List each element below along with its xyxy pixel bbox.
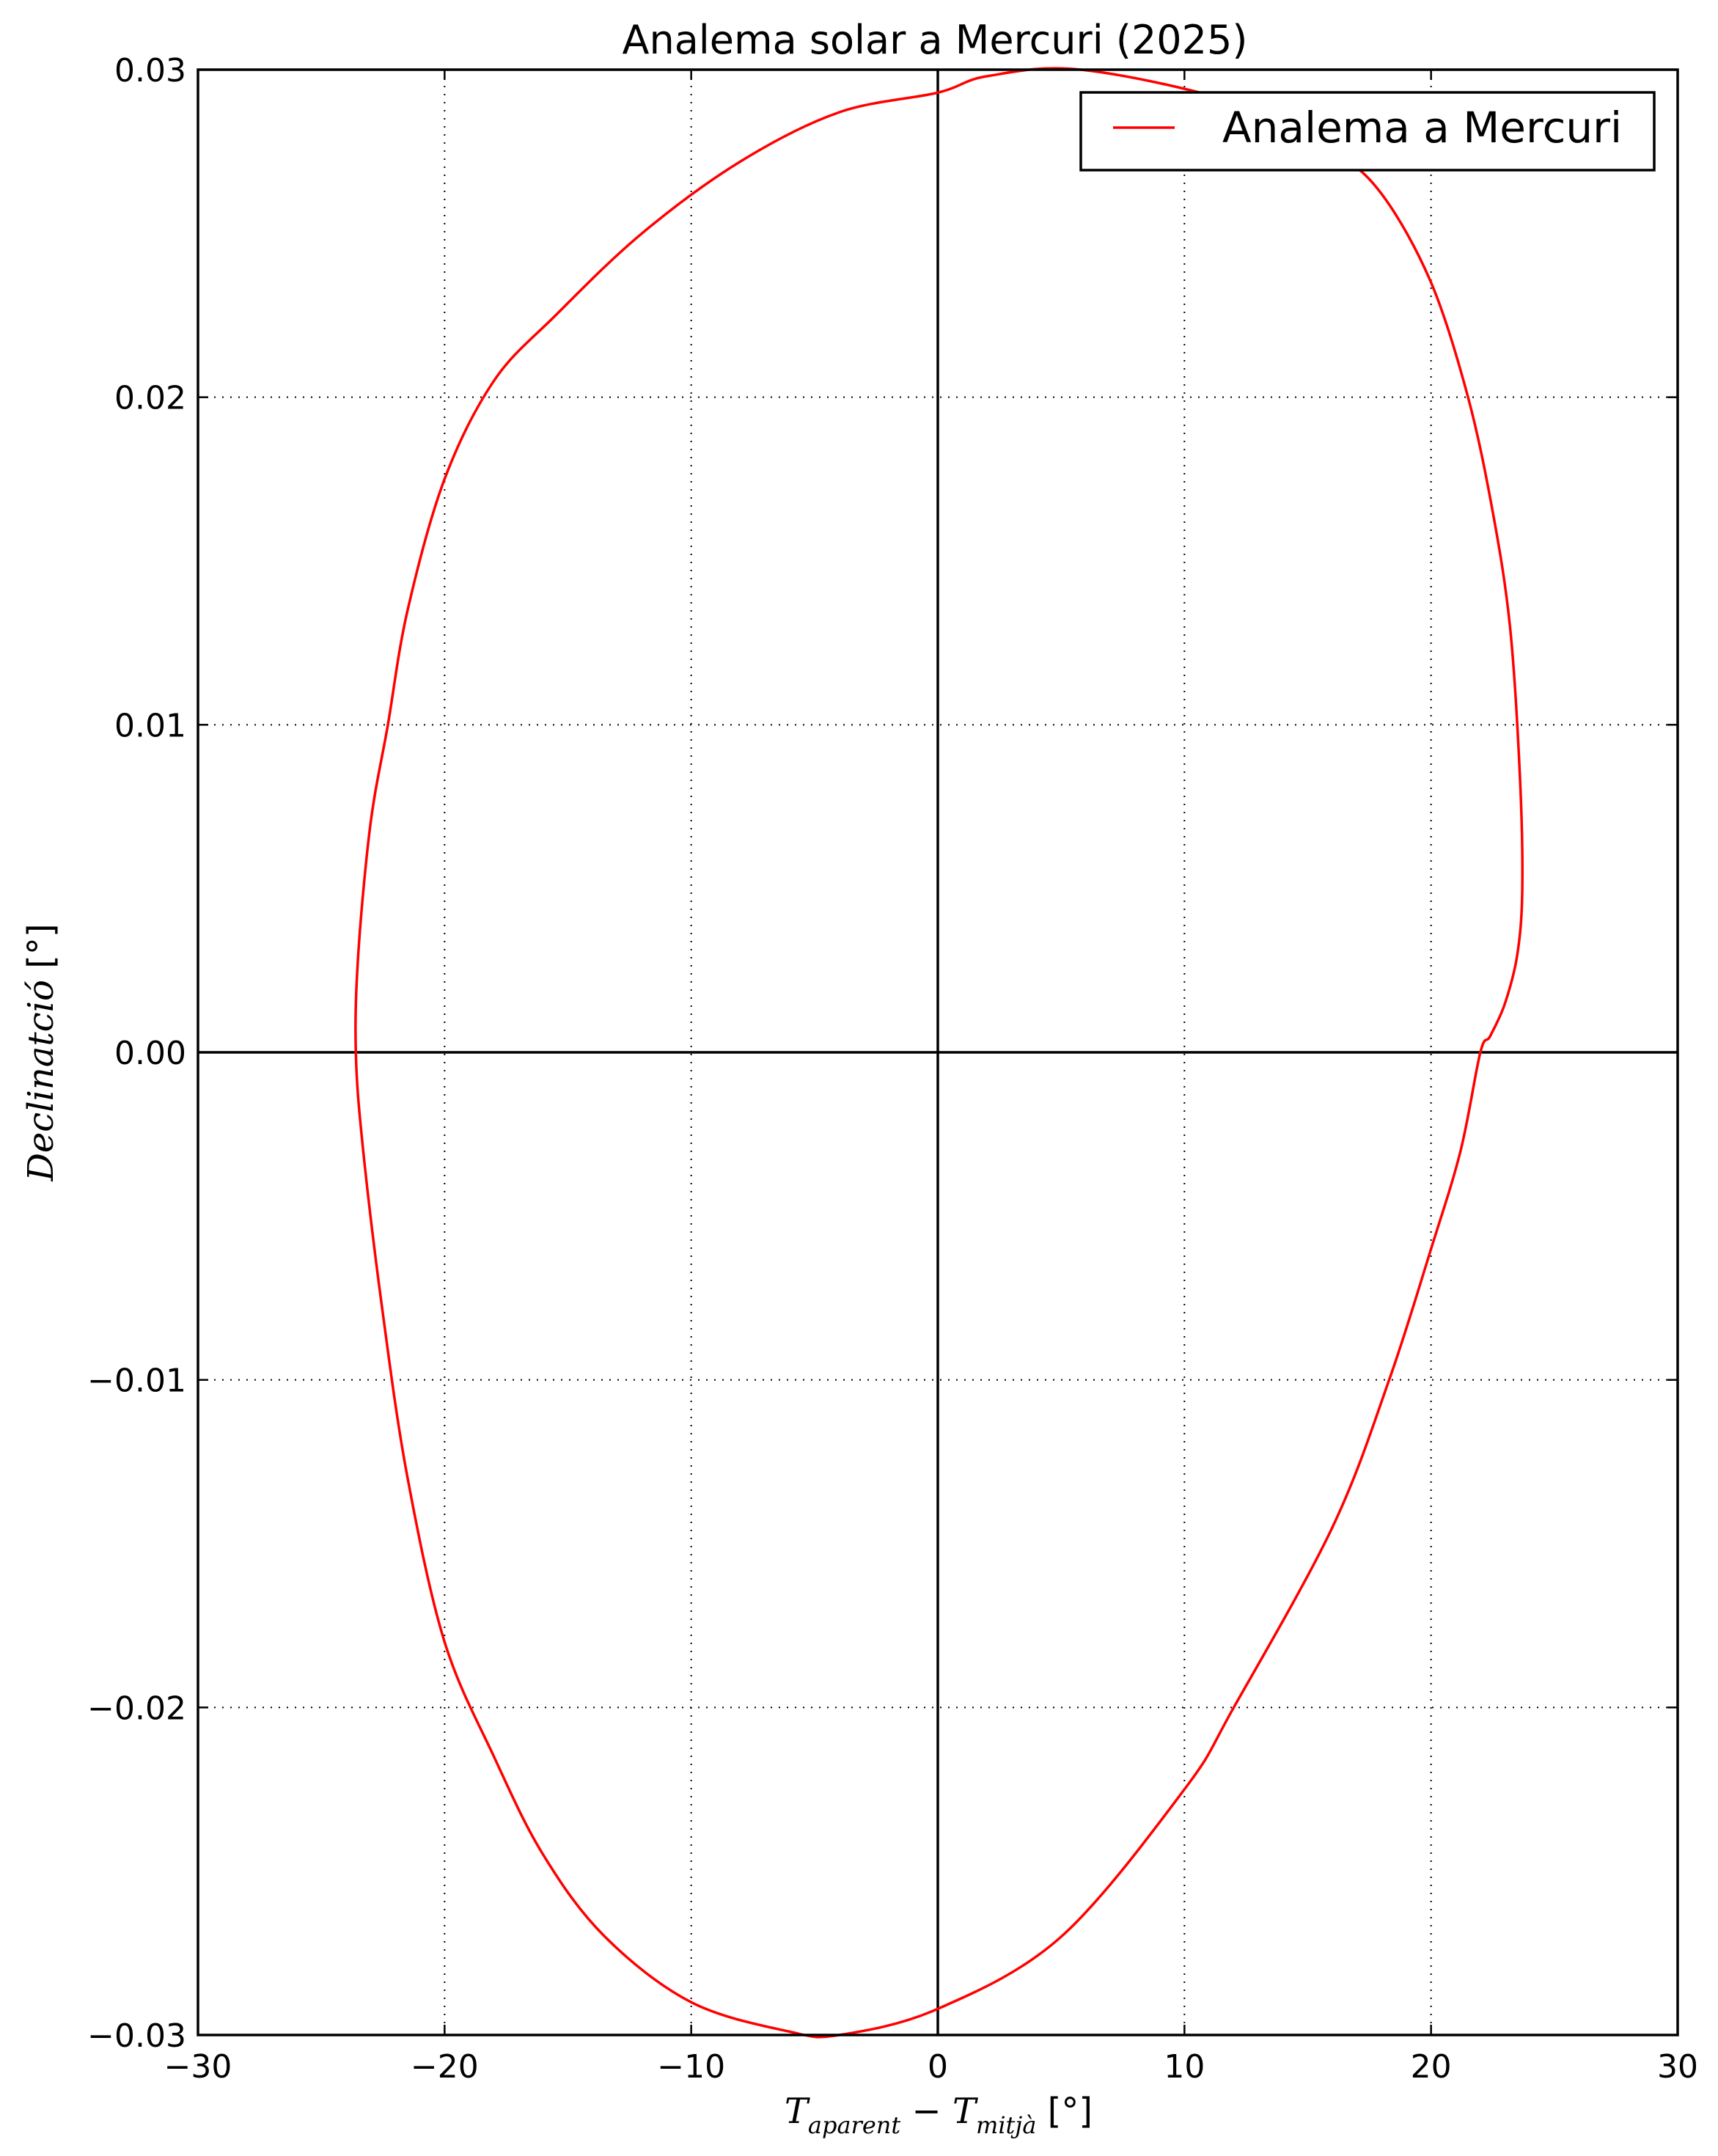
x-tick-label: −10: [657, 2048, 725, 2086]
zero-lines: [198, 70, 1678, 2035]
y-tick-label: 0.03: [114, 52, 186, 89]
x-label-subscript-1: aparent: [808, 2111, 900, 2139]
x-label-subscript-2: mitjà: [976, 2111, 1036, 2139]
y-label-main: Declinatció: [21, 980, 62, 1181]
x-tick-label: 20: [1411, 2048, 1452, 2086]
x-tick-label: 0: [928, 2048, 948, 2086]
x-tick-label: −20: [411, 2048, 479, 2086]
x-tick-labels: −30 −20 −10 0 10 20 30: [164, 2048, 1698, 2086]
x-tick-label: −30: [164, 2048, 232, 2086]
y-tick-label: −0.01: [87, 1363, 186, 1400]
series-line-analema: [354, 67, 1524, 2039]
chart-title: Analema solar a Mercuri (2025): [623, 17, 1248, 63]
y-tick-labels: −0.03 −0.02 −0.01 0.00 0.01 0.02 0.03: [87, 52, 186, 2055]
y-tick-label: −0.02: [87, 1690, 186, 1727]
plot-frame: [197, 68, 1679, 2036]
x-label-operator: − T: [900, 2091, 978, 2132]
x-axis-label: Taparent − Tmitjà [°]: [785, 2091, 1093, 2139]
grid-lines: [198, 70, 1678, 2035]
series-group: [354, 67, 1524, 2039]
x-label-unit: [°]: [1036, 2091, 1093, 2132]
legend-label: Analema a Mercuri: [1222, 103, 1622, 153]
y-tick-label: 0.00: [114, 1035, 186, 1072]
legend: Analema a Mercuri: [1079, 91, 1656, 172]
y-tick-label: −0.03: [87, 2017, 186, 2055]
x-tick-label: 30: [1657, 2048, 1698, 2086]
y-tick-label: 0.02: [114, 380, 186, 417]
y-axis-label: Declinatció [°]: [21, 923, 62, 1181]
x-label-symbol-1: T: [785, 2091, 810, 2132]
x-tick-label: 10: [1164, 2048, 1205, 2086]
y-tick-label: 0.01: [114, 707, 186, 744]
legend-box: [1079, 91, 1656, 172]
y-label-unit: [°]: [21, 923, 62, 980]
